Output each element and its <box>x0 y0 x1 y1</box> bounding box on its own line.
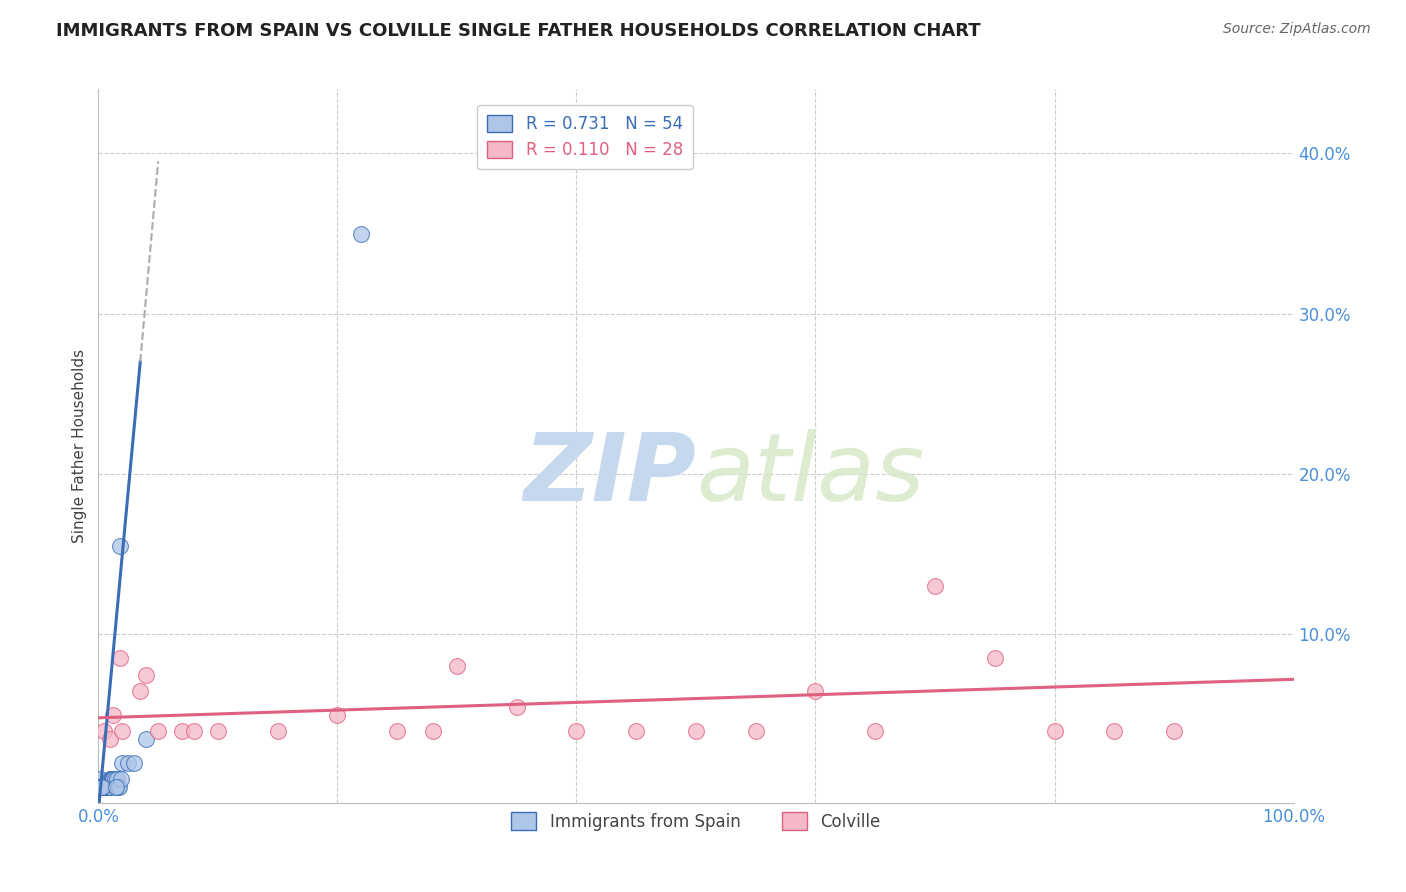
Point <box>924 579 946 593</box>
Point <box>565 723 588 738</box>
Point <box>91 780 114 794</box>
Point <box>89 780 111 794</box>
Point <box>1043 723 1066 738</box>
Point <box>104 780 127 794</box>
Point <box>89 780 111 794</box>
Point <box>90 780 112 794</box>
Point <box>89 780 111 794</box>
Point <box>89 780 111 794</box>
Point <box>98 772 122 786</box>
Point <box>108 651 131 665</box>
Point <box>100 772 122 786</box>
Point <box>1104 723 1126 738</box>
Point <box>89 780 111 794</box>
Point <box>105 772 128 786</box>
Point <box>422 723 444 738</box>
Point <box>90 780 112 794</box>
Text: atlas: atlas <box>696 429 924 520</box>
Point <box>93 780 115 794</box>
Point <box>91 780 114 794</box>
Point <box>117 756 139 770</box>
Point <box>626 723 648 738</box>
Point <box>326 707 349 722</box>
Point <box>984 651 1007 665</box>
Point <box>111 756 134 770</box>
Point <box>98 731 122 746</box>
Point <box>108 780 131 794</box>
Point <box>865 723 887 738</box>
Point <box>96 780 118 794</box>
Point <box>90 780 112 794</box>
Point <box>89 772 111 786</box>
Point <box>385 723 409 738</box>
Point <box>267 723 290 738</box>
Point <box>135 731 157 746</box>
Point <box>108 539 131 553</box>
Point <box>93 723 115 738</box>
Point <box>804 683 827 698</box>
Point <box>207 723 229 738</box>
Point <box>93 780 115 794</box>
Point <box>506 699 529 714</box>
Point <box>446 659 468 673</box>
Point <box>350 227 373 241</box>
Point <box>172 723 194 738</box>
Point <box>90 780 112 794</box>
Point <box>135 667 157 681</box>
Point <box>89 780 111 794</box>
Point <box>98 780 121 794</box>
Point <box>103 772 125 786</box>
Point <box>96 780 118 794</box>
Point <box>124 756 146 770</box>
Point <box>89 780 111 794</box>
Legend: Immigrants from Spain, Colville: Immigrants from Spain, Colville <box>505 805 887 838</box>
Point <box>685 723 707 738</box>
Point <box>97 780 120 794</box>
Y-axis label: Single Father Households: Single Father Households <box>72 349 87 543</box>
Point <box>91 780 114 794</box>
Point <box>111 723 134 738</box>
Point <box>101 707 124 722</box>
Point <box>91 780 114 794</box>
Point <box>148 723 170 738</box>
Point <box>110 772 132 786</box>
Point <box>89 780 111 794</box>
Point <box>93 780 115 794</box>
Text: Source: ZipAtlas.com: Source: ZipAtlas.com <box>1223 22 1371 37</box>
Point <box>101 772 124 786</box>
Point <box>90 780 112 794</box>
Point <box>94 780 117 794</box>
Point <box>101 772 124 786</box>
Point <box>89 780 111 794</box>
Point <box>94 780 117 794</box>
Point <box>98 780 121 794</box>
Point <box>183 723 205 738</box>
Point <box>1163 723 1185 738</box>
Point <box>100 772 122 786</box>
Point <box>105 780 128 794</box>
Text: ZIP: ZIP <box>523 428 696 521</box>
Point <box>90 780 112 794</box>
Point <box>107 780 129 794</box>
Point <box>96 780 118 794</box>
Point <box>103 772 125 786</box>
Point <box>90 780 112 794</box>
Point <box>745 723 768 738</box>
Point <box>87 780 110 794</box>
Point <box>91 780 114 794</box>
Point <box>97 780 120 794</box>
Text: IMMIGRANTS FROM SPAIN VS COLVILLE SINGLE FATHER HOUSEHOLDS CORRELATION CHART: IMMIGRANTS FROM SPAIN VS COLVILLE SINGLE… <box>56 22 981 40</box>
Point <box>129 683 152 698</box>
